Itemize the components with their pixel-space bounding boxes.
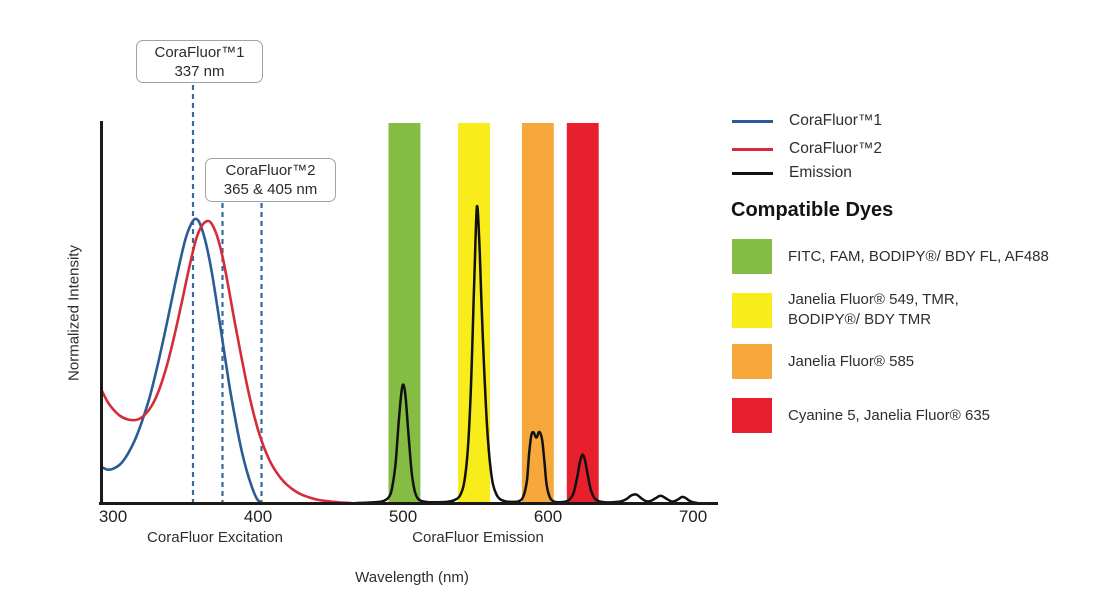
- dye-label: Janelia Fluor® 585: [788, 352, 914, 372]
- x-tick-300: 300: [98, 507, 128, 526]
- dye-label-line: Janelia Fluor® 585: [788, 352, 915, 370]
- series-corafluor1-excitation: [100, 217, 262, 504]
- callout-value: 365 & 405 nm: [223, 181, 318, 198]
- callout-title: CoraFluor™1: [154, 43, 245, 61]
- dye-label-line: BODIPY®/ BDY TMR: [788, 311, 932, 328]
- dye-label-line: Cyanine 5, Janelia Fluor® 635: [788, 406, 991, 424]
- x-tick-500: 500: [388, 507, 418, 526]
- series-emission: [355, 204, 699, 505]
- filter-band-green: [388, 123, 421, 503]
- callout-value: 337 nm: [174, 62, 225, 80]
- dye-item-orange: Janelia Fluor® 585: [732, 344, 914, 379]
- x-axis-label: Wavelength (nm): [355, 569, 469, 586]
- filter-band-red: [566, 123, 599, 503]
- legend-line-swatch-black: [732, 171, 773, 175]
- legend-item-emission: Emission: [732, 164, 852, 182]
- callout-corafluor1-337nm: CoraFluor™1 337 nm: [136, 40, 263, 83]
- spectra-chart: [99, 85, 718, 505]
- compatible-dyes-heading: Compatible Dyes: [731, 199, 894, 221]
- dye-label: Janelia Fluor® 549, TMR, BODIPY®/ BDY TMR: [788, 290, 959, 330]
- dye-label: Cyanine 5, Janelia Fluor® 635: [788, 406, 990, 426]
- legend-panel: CoraFluor™1 CoraFluor™2 Emission Compati…: [730, 0, 1110, 612]
- series-corafluor2-excitation: [100, 219, 353, 505]
- x-axis-sublabel-emission: CoraFluor Emission: [412, 529, 544, 546]
- filter-band-orange: [521, 123, 554, 503]
- dye-item-green: FITC, FAM, BODIPY®/ BDY FL, AF488: [732, 239, 1049, 274]
- x-tick-600: 600: [533, 507, 563, 526]
- legend-label: CoraFluor™2: [789, 140, 883, 157]
- dye-color-swatch-yellow: [732, 292, 772, 328]
- x-tick-700: 700: [678, 507, 708, 526]
- dye-label-line: FITC, FAM, BODIPY®/ BDY FL, AF488: [788, 247, 1049, 265]
- legend-line-swatch-red: [732, 147, 773, 151]
- dye-item-red: Cyanine 5, Janelia Fluor® 635: [732, 398, 990, 433]
- x-tick-400: 400: [243, 507, 273, 526]
- legend-line-swatch-blue: [732, 119, 773, 123]
- dye-item-yellow: Janelia Fluor® 549, TMR, BODIPY®/ BDY TMR: [732, 290, 959, 330]
- dye-color-swatch-orange: [732, 344, 772, 379]
- dye-label: FITC, FAM, BODIPY®/ BDY FL, AF488: [788, 247, 1049, 267]
- dye-color-swatch-red: [732, 398, 772, 433]
- legend-label: CoraFluor™1: [789, 112, 883, 129]
- x-axis-sublabel-excitation: CoraFluor Excitation: [147, 529, 283, 546]
- callout-title: CoraFluor™2: [225, 162, 316, 179]
- dye-color-swatch-green: [732, 239, 772, 274]
- dye-label-line: Janelia Fluor® 549, TMR,: [788, 291, 959, 308]
- legend-label: Emission: [789, 164, 852, 181]
- y-axis-label: Normalized Intensity: [65, 245, 83, 381]
- callout-corafluor2-365-405nm: CoraFluor™2 365 & 405 nm: [205, 158, 336, 202]
- legend-item-corafluor2: CoraFluor™2: [732, 140, 882, 158]
- legend-item-corafluor1: CoraFluor™1: [732, 112, 882, 130]
